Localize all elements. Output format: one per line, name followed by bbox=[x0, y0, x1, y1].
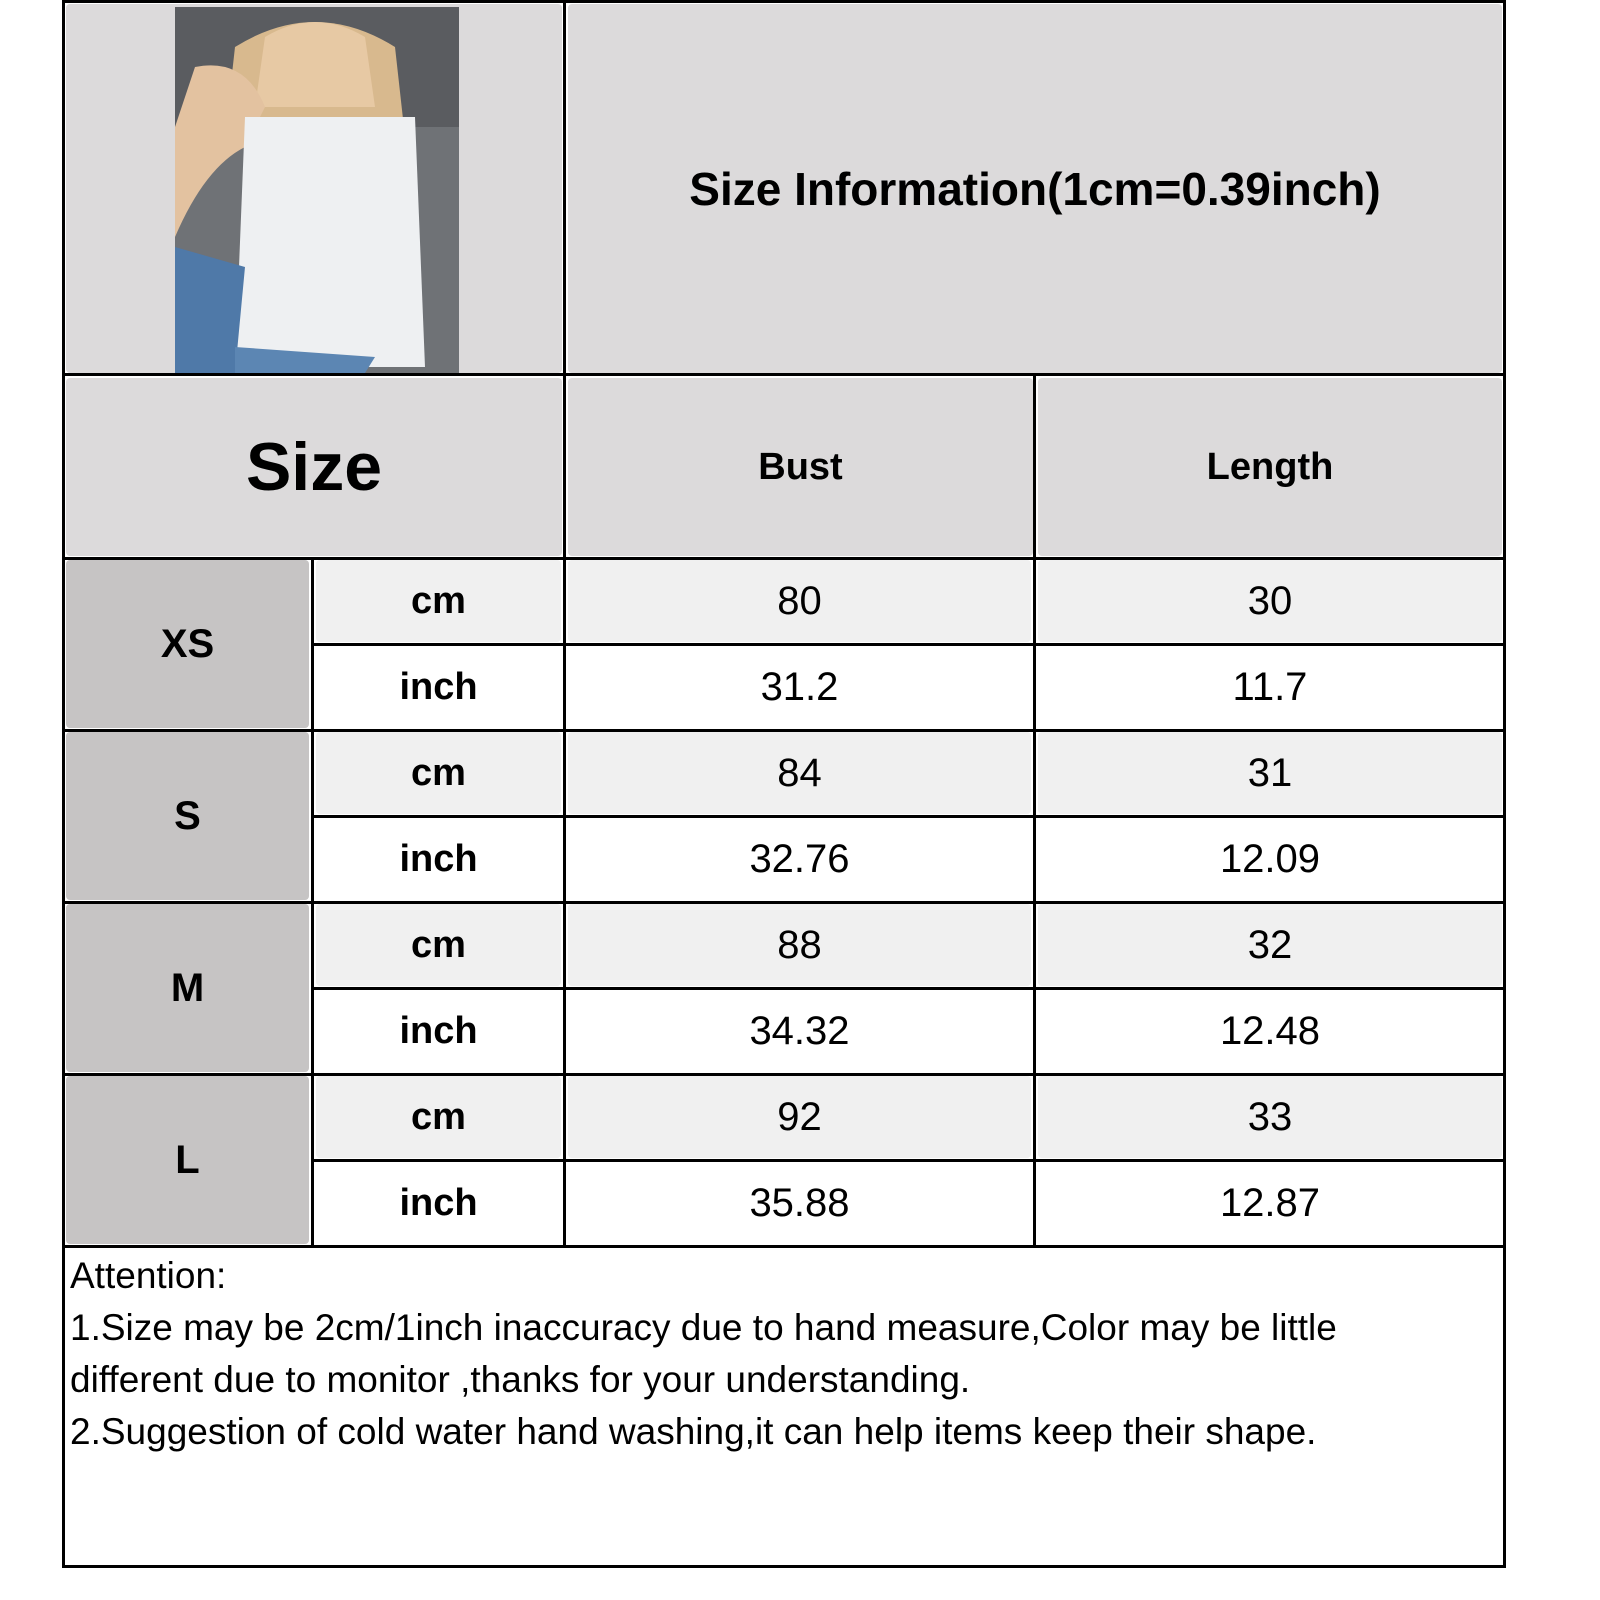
header-bust: Bust bbox=[568, 378, 1033, 556]
length-value: 33 bbox=[1038, 1076, 1502, 1158]
bust-value: 92 bbox=[568, 1076, 1031, 1158]
header-length: Length bbox=[1038, 378, 1502, 556]
attention-notes: Attention: 1.Size may be 2cm/1inch inacc… bbox=[70, 1250, 1490, 1458]
unit-cm: cm bbox=[316, 1076, 561, 1158]
note-2: 2.Suggestion of cold water hand washing,… bbox=[70, 1411, 1317, 1452]
size-label-l: L bbox=[66, 1076, 309, 1244]
bust-value: 84 bbox=[568, 732, 1031, 814]
unit-inch: inch bbox=[316, 646, 561, 728]
bust-value: 35.88 bbox=[568, 1162, 1031, 1244]
length-value: 12.87 bbox=[1038, 1162, 1502, 1244]
unit-inch: inch bbox=[316, 818, 561, 900]
product-photo bbox=[175, 7, 459, 373]
unit-cm: cm bbox=[316, 560, 561, 642]
length-value: 32 bbox=[1038, 904, 1502, 986]
note-1: 1.Size may be 2cm/1inch inaccuracy due t… bbox=[70, 1307, 1337, 1348]
note-1-cont: different due to monitor ,thanks for you… bbox=[70, 1359, 971, 1400]
bust-value: 34.32 bbox=[568, 990, 1031, 1072]
unit-cm: cm bbox=[316, 904, 561, 986]
unit-inch: inch bbox=[316, 1162, 561, 1244]
product-photo-cell bbox=[66, 4, 562, 373]
size-label-m: M bbox=[66, 904, 309, 1072]
unit-cm: cm bbox=[316, 732, 561, 814]
bust-value: 32.76 bbox=[568, 818, 1031, 900]
size-label-s: S bbox=[66, 732, 309, 900]
length-value: 30 bbox=[1038, 560, 1502, 642]
header-size: Size bbox=[66, 378, 562, 556]
bust-value: 80 bbox=[568, 560, 1031, 642]
length-value: 12.48 bbox=[1038, 990, 1502, 1072]
length-value: 12.09 bbox=[1038, 818, 1502, 900]
unit-inch: inch bbox=[316, 990, 561, 1072]
size-chart-frame bbox=[62, 0, 1506, 1568]
notes-heading: Attention: bbox=[70, 1255, 227, 1296]
size-label-xs: XS bbox=[66, 560, 309, 728]
bust-value: 88 bbox=[568, 904, 1031, 986]
size-info-title: Size Information(1cm=0.39inch) bbox=[568, 4, 1502, 373]
length-value: 11.7 bbox=[1038, 646, 1502, 728]
length-value: 31 bbox=[1038, 732, 1502, 814]
bust-value: 31.2 bbox=[568, 646, 1031, 728]
